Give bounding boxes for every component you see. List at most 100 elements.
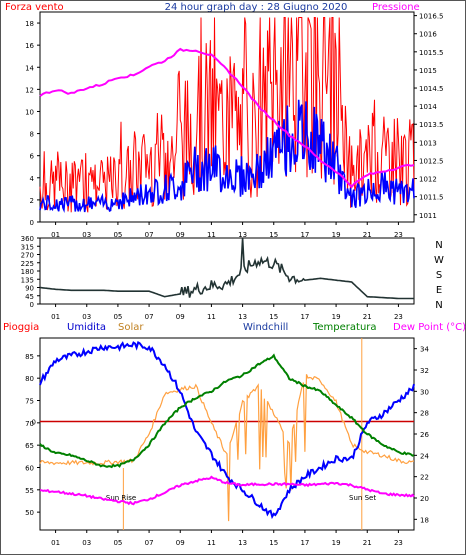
direction-series-group — [39, 237, 414, 300]
dewpoint-line — [39, 475, 415, 506]
x-tick-label: 05 — [113, 313, 122, 321]
x-tick-label: 07 — [145, 231, 154, 239]
y-tick-label: 16 — [25, 42, 34, 50]
y-tick-label: 30 — [420, 388, 429, 396]
x-tick-label: 19 — [332, 231, 341, 239]
y-tick-label: 6 — [30, 153, 35, 161]
y-tick-label: 1016.5 — [419, 13, 444, 21]
x-tick-label: 07 — [145, 539, 154, 547]
compass-letter: E — [436, 285, 442, 296]
y-tick-label: 0 — [30, 219, 34, 227]
x-tick-label: 21 — [363, 231, 372, 239]
x-tick-label: 21 — [363, 313, 372, 321]
x-tick-label: 11 — [207, 539, 216, 547]
x-tick-label: 21 — [363, 539, 372, 547]
x-tick-label: 23 — [394, 539, 403, 547]
legend-dew-point-c-: Dew Point (°C) — [393, 322, 466, 333]
legend-windchill: Windchill — [243, 322, 288, 333]
wind-series-group — [39, 17, 415, 214]
x-tick-label: 03 — [82, 231, 91, 239]
y-tick-label: 22 — [420, 474, 429, 482]
x-tick-label: 09 — [176, 539, 185, 547]
x-tick-label: 15 — [269, 231, 278, 239]
y-tick-label: 85 — [25, 353, 34, 361]
x-tick-label: 05 — [113, 231, 122, 239]
y-tick-label: 1014 — [419, 103, 437, 111]
y-tick-label: 1014.5 — [419, 85, 444, 93]
x-tick-label: 15 — [269, 313, 278, 321]
legend-umidita: Umidita — [67, 322, 106, 333]
wind-xaxis: 01 03 05 07 09 11 13 15 17 19 21 23 — [51, 222, 403, 239]
wind-label: Forza vento — [5, 2, 64, 13]
direction-line — [39, 237, 414, 300]
y-tick-label: 18 — [420, 516, 429, 524]
x-tick-label: 09 — [176, 231, 185, 239]
x-tick-label: 11 — [207, 313, 216, 321]
x-tick-label: 13 — [238, 231, 247, 239]
y-tick-label: 1016 — [419, 31, 437, 39]
x-tick-label: 01 — [51, 539, 60, 547]
y-tick-label: 8 — [30, 131, 34, 139]
wind-gust-line — [39, 17, 415, 213]
x-tick-label: 19 — [332, 313, 341, 321]
y-tick-label: 135 — [21, 276, 34, 284]
x-tick-label: 01 — [51, 231, 60, 239]
weather-series-group: 0 Sun Rise Sun Set — [32, 338, 415, 530]
y-tick-label: 2 — [30, 197, 34, 205]
rain-value-label: 0 — [32, 418, 36, 426]
humidity-yaxis: 50 55 60 65 70 75 80 85 — [25, 353, 40, 517]
chart-title: 24 hour graph day : 28 Giugno 2020 — [165, 2, 348, 13]
x-tick-label: 23 — [394, 231, 403, 239]
x-tick-label: 13 — [238, 539, 247, 547]
legend-temperatura: Temperatura — [312, 322, 377, 333]
legend-pioggia: Pioggia — [3, 322, 39, 333]
y-tick-label: 45 — [25, 293, 34, 301]
y-tick-label: 34 — [420, 346, 429, 354]
pressure-label: Pressione — [372, 2, 420, 13]
temperature-yaxis: 18 20 22 24 26 28 30 32 34 — [414, 346, 429, 524]
y-tick-label: 1015.5 — [419, 49, 444, 57]
temperature-line — [39, 353, 415, 469]
y-tick-label: 1013 — [419, 139, 437, 147]
y-tick-label: 75 — [25, 398, 34, 406]
x-tick-label: 01 — [51, 313, 60, 321]
sunrise-label: Sun Rise — [106, 494, 136, 502]
y-tick-label: 1012.5 — [419, 157, 444, 165]
y-tick-label: 1011.5 — [419, 194, 444, 202]
y-tick-label: 4 — [30, 175, 35, 183]
y-tick-label: 1015 — [419, 67, 437, 75]
y-tick-label: 1013.5 — [419, 121, 444, 129]
pressure-yaxis: 1011 1011.5 1012 1012.5 1013 1013.5 1014 1014.5… — [414, 13, 444, 220]
compass-letter: N — [435, 300, 442, 311]
y-tick-label: 28 — [420, 410, 429, 418]
y-tick-label: 90 — [25, 285, 34, 293]
compass-letter: N — [435, 240, 442, 251]
y-tick-label: 20 — [420, 495, 429, 503]
wind-yaxis: 0 2 4 6 8 10 12 14 16 18 — [25, 20, 40, 227]
weather-xaxis: 01 03 05 07 09 11 13 15 17 19 21 23 — [51, 530, 403, 547]
x-tick-label: 07 — [145, 313, 154, 321]
y-tick-label: 270 — [21, 252, 34, 260]
y-tick-label: 50 — [25, 509, 34, 517]
y-tick-label: 1012 — [419, 176, 437, 184]
humidity-line — [39, 341, 415, 520]
x-tick-label: 11 — [207, 231, 216, 239]
x-tick-label: 15 — [269, 539, 278, 547]
y-tick-label: 55 — [25, 487, 34, 495]
compass-letter: S — [436, 270, 442, 281]
x-tick-label: 23 — [394, 313, 403, 321]
x-tick-label: 03 — [82, 313, 91, 321]
y-tick-label: 0 — [30, 301, 34, 309]
x-tick-label: 03 — [82, 539, 91, 547]
wind-speed-line — [39, 99, 415, 214]
y-tick-label: 65 — [25, 442, 34, 450]
y-tick-label: 315 — [21, 243, 34, 251]
x-tick-label: 13 — [238, 313, 247, 321]
weather-legend: Pioggia Umidita Solar Windchill Temperatura D… — [3, 322, 466, 333]
solar-line — [39, 374, 415, 522]
compass-letter: W — [434, 255, 444, 266]
y-tick-label: 32 — [420, 367, 429, 375]
